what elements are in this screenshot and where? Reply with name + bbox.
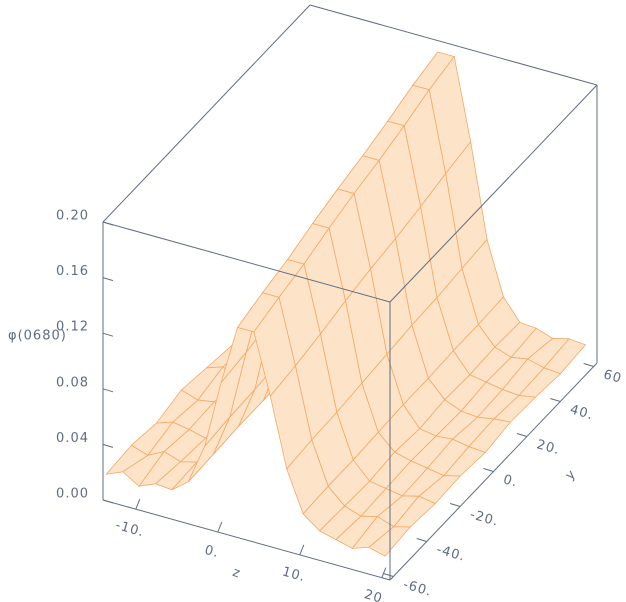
box-edge: [389, 84, 598, 303]
y-tick: [516, 433, 528, 437]
y-tick: [416, 538, 427, 542]
z-tick: [102, 388, 114, 393]
y-axis-label: y: [563, 467, 580, 484]
z-tick-label: 0.00: [56, 487, 89, 502]
box-edge: [102, 221, 391, 303]
y-tick: [583, 363, 594, 367]
z-tick-label: 0.12: [56, 320, 89, 335]
y-tick: [449, 503, 461, 507]
y-tick-label: -40.: [435, 542, 467, 565]
y-tick-label: 40.: [568, 402, 595, 423]
z-tick: [102, 499, 114, 504]
x-tick-label: 0.: [203, 543, 221, 561]
z-tick: [102, 443, 114, 448]
surface: [105, 51, 587, 557]
z-tick: [102, 221, 114, 226]
z-tick: [102, 332, 114, 337]
y-tick: [550, 398, 561, 402]
x-tick-label: -10.: [114, 518, 146, 541]
x-tick-label: 10.: [280, 564, 307, 585]
box-edge: [102, 499, 391, 581]
x-tick: [299, 544, 305, 556]
y-tick-label: 60: [602, 367, 624, 387]
z-tick-label: 0.20: [56, 209, 89, 224]
y-tick-label: -20.: [468, 507, 500, 530]
y-tick-label: 20.: [535, 437, 562, 458]
z-tick-label: 0.16: [56, 264, 89, 279]
x-tick: [217, 521, 223, 533]
x-axis-label: z: [230, 565, 242, 582]
y-tick: [483, 468, 494, 472]
z-tick-label: 0.08: [56, 375, 89, 390]
x-tick: [135, 498, 141, 510]
y-tick-label: 0.: [501, 472, 519, 490]
y-tick-label: -60.: [401, 577, 433, 600]
x-tick: [381, 567, 387, 578]
box-edge: [102, 4, 311, 223]
z-tick: [102, 277, 114, 282]
surface-cell: [368, 526, 412, 557]
x-tick-label: 20.: [362, 587, 389, 602]
z-tick-label: 0.04: [56, 431, 89, 446]
box-edge: [309, 4, 598, 86]
y-tick: [383, 573, 394, 577]
z-axis-label: φ(0680): [8, 329, 67, 344]
